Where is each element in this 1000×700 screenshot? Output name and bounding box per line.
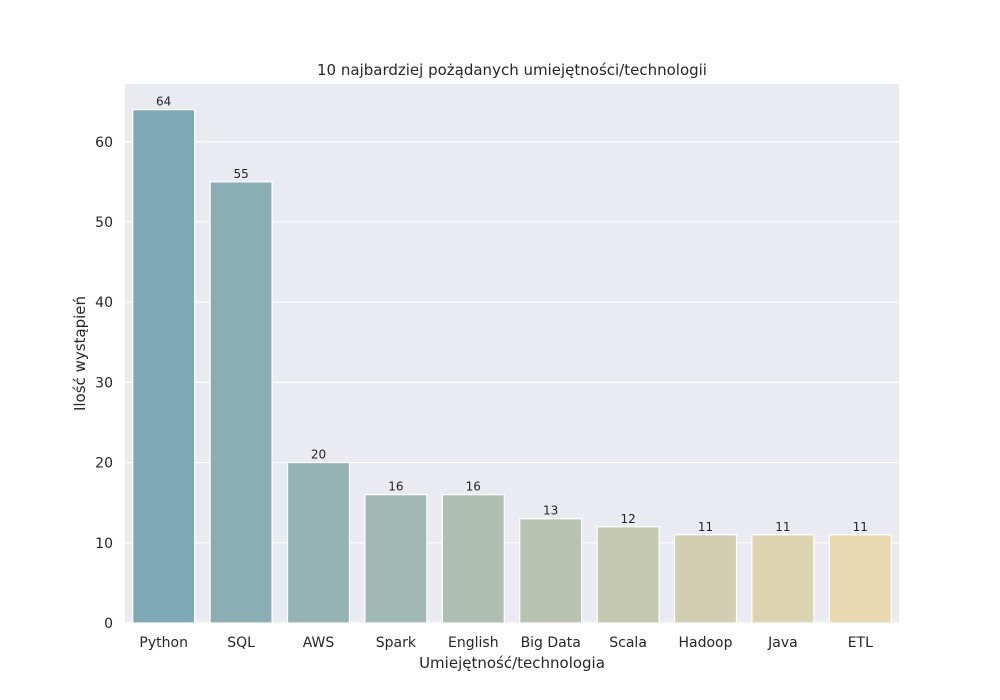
bar-aws	[286, 461, 351, 624]
bar-value-label: 11	[698, 520, 713, 534]
bar-etl	[828, 534, 892, 624]
bar-value-label: 11	[853, 520, 868, 534]
y-tick-label: 30	[95, 375, 113, 391]
x-tick-label: Big Data	[521, 635, 581, 651]
y-tick-label: 60	[95, 135, 113, 151]
bar-big-data	[519, 518, 583, 624]
x-tick-label: SQL	[227, 635, 255, 651]
bar-scala	[596, 526, 660, 624]
bars	[132, 109, 892, 624]
x-tick-label: Python	[139, 635, 188, 651]
x-tick-label: Java	[767, 635, 798, 651]
y-tick-label: 50	[95, 215, 113, 231]
chart-title: 10 najbardziej pożądanych umiejętności/t…	[317, 61, 707, 79]
y-tick-label: 0	[104, 616, 113, 632]
bar-python	[132, 109, 196, 624]
x-tick-label: Scala	[609, 635, 647, 651]
bar-java	[751, 534, 815, 624]
x-tick-label: Spark	[376, 635, 417, 651]
bar-sql	[209, 181, 273, 624]
y-tick-label: 10	[95, 536, 113, 552]
x-tick-label: Hadoop	[678, 635, 732, 651]
bar-value-label: 16	[466, 480, 481, 494]
y-tick-label: 20	[95, 456, 113, 472]
bar-value-label: 13	[543, 504, 558, 518]
x-axis-ticks: Python SQL AWS Spark English Big Data Scala Had…	[139, 635, 873, 651]
bar-value-label: 16	[388, 480, 403, 494]
bar-value-label: 20	[311, 448, 326, 462]
bar-hadoop	[673, 534, 738, 624]
x-tick-label: AWS	[303, 635, 335, 651]
bar-value-label: 11	[775, 520, 790, 534]
bar-spark	[364, 494, 428, 624]
data-labels: 64 55 20 16 16 13 12 11 11 11	[156, 95, 868, 534]
y-axis-label: Ilość wystąpień	[71, 296, 89, 411]
x-tick-label: English	[448, 635, 499, 651]
x-axis-label: Umiejętność/technologia	[419, 654, 605, 672]
x-tick-label: ETL	[848, 635, 873, 651]
bar-value-label: 55	[233, 167, 248, 181]
bar-value-label: 12	[620, 512, 635, 526]
y-tick-label: 40	[95, 295, 113, 311]
bar-value-label: 64	[156, 95, 171, 109]
bar-english	[441, 494, 505, 624]
y-axis-ticks: 0 10 20 30 40 50 60	[95, 135, 113, 632]
